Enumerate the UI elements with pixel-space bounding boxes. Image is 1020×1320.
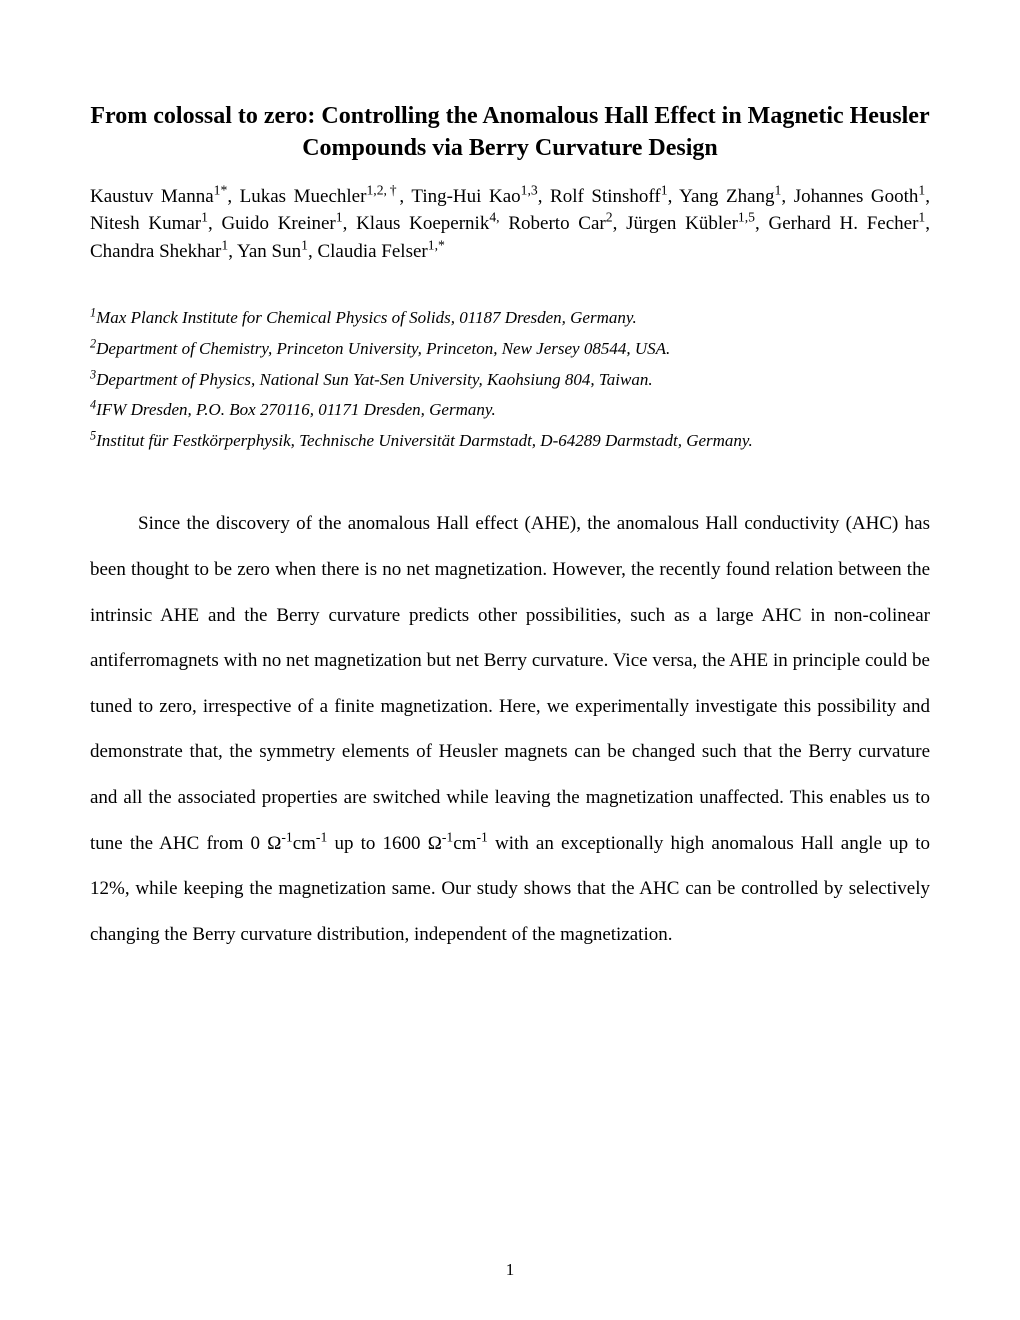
affiliation-item: 4IFW Dresden, P.O. Box 270116, 01171 Dre… <box>90 395 930 426</box>
authors-list: Kaustuv Manna1*, Lukas Muechler1,2,†, Ti… <box>90 183 930 266</box>
paper-title: From colossal to zero: Controlling the A… <box>90 100 930 165</box>
affiliation-text: Max Planck Institute for Chemical Physic… <box>96 308 637 327</box>
abstract-text: Since the discovery of the anomalous Hal… <box>90 501 930 957</box>
affiliation-text: Institut für Festkörperphysik, Technisch… <box>96 431 753 450</box>
page-number: 1 <box>0 1260 1020 1280</box>
affiliation-text: IFW Dresden, P.O. Box 270116, 01171 Dres… <box>96 400 496 419</box>
affiliation-item: 2Department of Chemistry, Princeton Univ… <box>90 334 930 365</box>
affiliation-text: Department of Chemistry, Princeton Unive… <box>96 339 670 358</box>
affiliation-text: Department of Physics, National Sun Yat-… <box>96 370 652 389</box>
affiliation-item: 1Max Planck Institute for Chemical Physi… <box>90 303 930 334</box>
affiliations-block: 1Max Planck Institute for Chemical Physi… <box>90 303 930 456</box>
affiliation-item: 5Institut für Festkörperphysik, Technisc… <box>90 426 930 457</box>
affiliation-item: 3Department of Physics, National Sun Yat… <box>90 365 930 396</box>
